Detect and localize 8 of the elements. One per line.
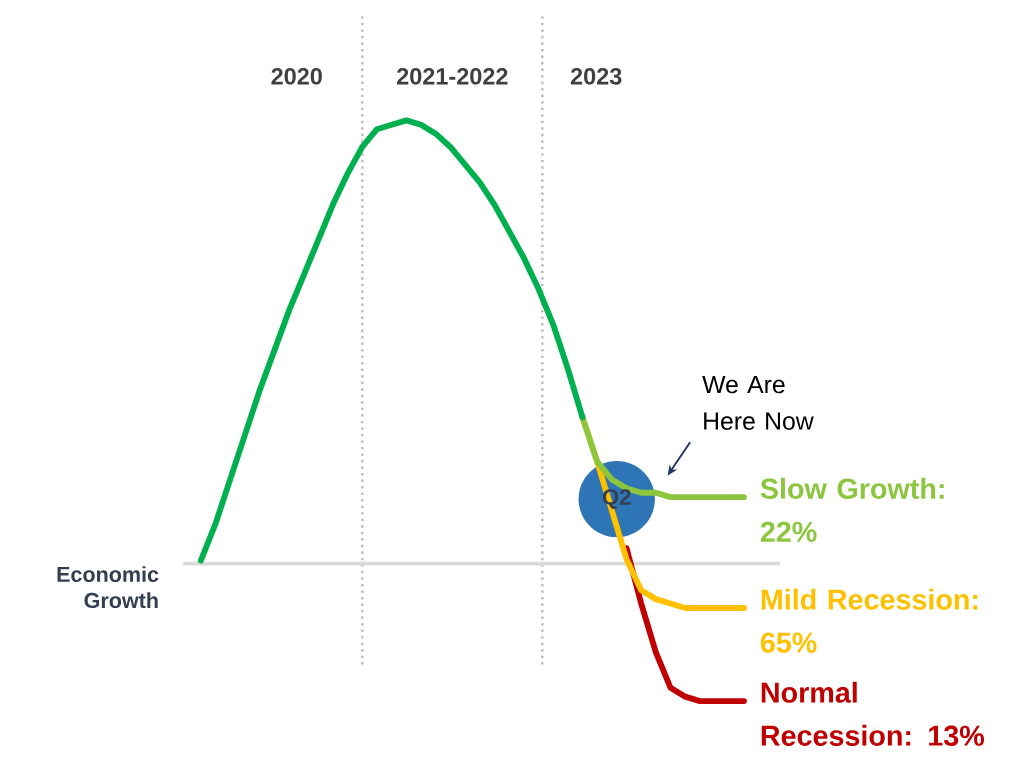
series-label: Normal Recession: 13%	[761, 681, 985, 746]
text: 2023	[570, 67, 622, 85]
annotation: We Are Here Now	[702, 375, 814, 430]
text: 2021-2022	[396, 67, 508, 85]
series-label: Mild Recession: 65%	[760, 588, 978, 653]
text: 2020	[271, 67, 322, 85]
series-label: Slow Growth: 22%	[760, 477, 944, 542]
ref-line-label: Economic Growth	[57, 566, 159, 608]
